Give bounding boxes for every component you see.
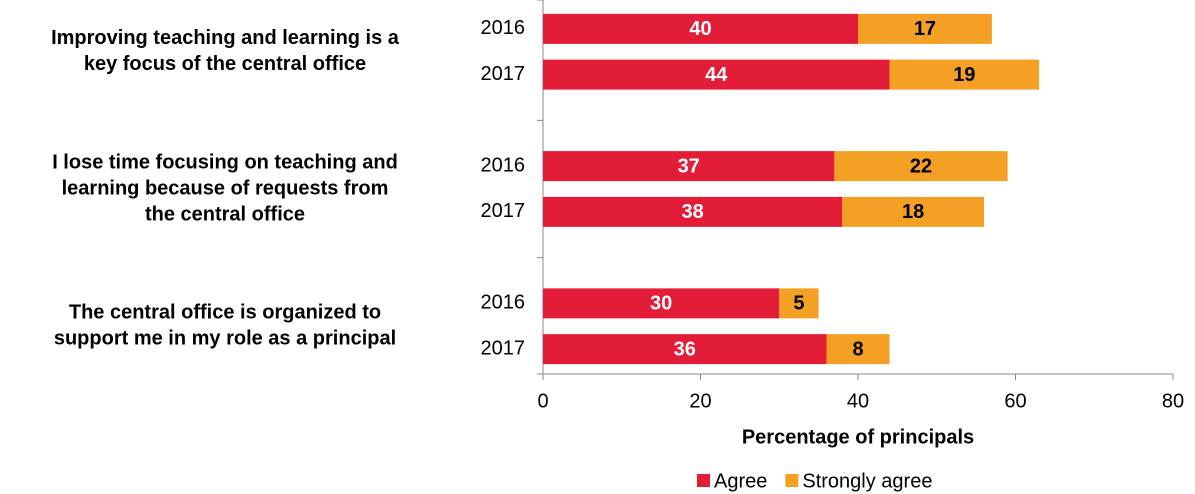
group-label: Improving teaching and learning is a [51,27,400,49]
data-label: 44 [705,64,728,86]
bar-segment [543,151,835,182]
category-label: 2016 [481,154,526,176]
group-label: learning because of requests from [62,177,389,199]
x-tick-label: 40 [847,390,869,412]
bar-segment [543,59,890,90]
category-label: 2016 [481,292,526,314]
category-label: 2017 [481,337,526,359]
bar-segment [842,196,984,227]
data-label: 40 [689,18,711,40]
bar-segment [779,288,819,319]
category-label: 2017 [481,200,526,222]
data-label: 18 [902,201,924,223]
bar-segment [889,59,1040,90]
x-tick-label: 0 [537,390,548,412]
legend-swatch [785,474,799,487]
x-tick-label: 20 [689,390,711,412]
data-label: 19 [953,64,975,86]
group-label: the central office [145,203,305,225]
group-label: The central office is organized to [69,302,381,324]
data-label: 17 [914,18,936,40]
bar-segment [834,151,1008,182]
data-label: 38 [682,201,704,223]
data-label: 30 [650,293,672,315]
group-label: support me in my role as a principal [54,328,396,350]
data-label: 36 [674,338,696,360]
x-tick-label: 80 [1162,390,1184,412]
data-label: 8 [852,338,863,360]
bar-segment [543,334,827,365]
category-label: 2017 [481,63,526,85]
bar-segment [543,13,858,44]
bar-segment [543,196,843,227]
legend-label: Agree [714,470,767,492]
data-label: 22 [910,155,932,177]
bar-segment [826,334,890,365]
data-label: 5 [793,293,804,315]
category-label: 2016 [481,17,526,39]
bar-segment [543,288,780,319]
group-label: I lose time focusing on teaching and [52,151,398,173]
data-label: 37 [678,155,700,177]
legend-label: Strongly agree [802,470,932,492]
group-label: key focus of the central office [84,53,366,75]
legend-swatch [697,474,710,487]
x-tick-label: 60 [1004,390,1026,412]
x-axis-title: Percentage of principals [742,426,974,448]
bar-segment [858,13,992,44]
